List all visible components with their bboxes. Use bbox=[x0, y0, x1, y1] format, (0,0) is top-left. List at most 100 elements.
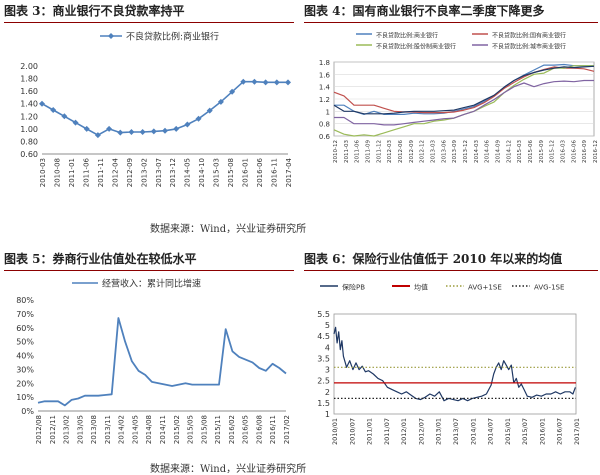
figure-6-rule bbox=[304, 270, 598, 271]
chart-figure-6: 1 1.5 2 2.5 3 3.5 4 4.5 5 5.5 2010/01 2010/07 2011/0… bbox=[317, 283, 581, 446]
x-tick-label: 2016-09 bbox=[582, 140, 588, 163]
legend-label: 均值 bbox=[414, 283, 428, 292]
x-tick-label: 2015/11 bbox=[214, 415, 222, 444]
legend-label: 不良贷款比例:城市商业银行 bbox=[492, 43, 566, 51]
x-tick-label: 2013-09 bbox=[452, 140, 458, 163]
figure-5: 图表 5：券商行业估值处在较低水平 0% 10% 20% 30% 40% 50% 60% 70… bbox=[4, 248, 294, 458]
series-line-0 bbox=[333, 326, 576, 402]
x-tick-label: 2016/05 bbox=[242, 415, 250, 444]
figure-5-caption: 图表 5：券商行业估值处在较低水平 bbox=[4, 252, 197, 266]
x-tick-label: 2015/08 bbox=[200, 415, 208, 444]
x-tick-label: 2013/08 bbox=[90, 415, 98, 444]
x-tick-label: 2013-07 bbox=[155, 158, 163, 187]
x-tick-label: 2013/01 bbox=[435, 418, 443, 445]
x-tick-label: 2014-10 bbox=[198, 158, 206, 187]
figure-4-caption: 图表 4：国有商业银行不良率二季度下降更多 bbox=[304, 4, 545, 18]
y-tick-label: 1.40 bbox=[20, 100, 38, 109]
x-tick-label: 2014/11 bbox=[159, 415, 167, 444]
y-tick-label: 50% bbox=[16, 338, 34, 347]
x-tick-label: 2014/02 bbox=[118, 415, 126, 444]
x-tick-label: 2017-04 bbox=[285, 157, 293, 187]
legend-label: AVG+1SE bbox=[468, 284, 502, 292]
figure-4-rule bbox=[304, 22, 598, 23]
data-point bbox=[251, 78, 258, 85]
y-tick-label: 1.60 bbox=[20, 87, 38, 96]
data-point bbox=[285, 79, 291, 86]
series-line-3 bbox=[334, 79, 594, 126]
x-tick-label: 2011/07 bbox=[383, 418, 391, 445]
x-tick-label: 2014-06 bbox=[485, 140, 491, 163]
x-tick-label: 2011-09 bbox=[366, 140, 372, 163]
x-tick-label: 2013-12 bbox=[169, 158, 177, 187]
x-tick-label: 2014-05 bbox=[184, 158, 192, 187]
y-tick-label: 1.20 bbox=[20, 112, 38, 121]
y-tick-label: 1.80 bbox=[20, 75, 38, 84]
y-tick-label: 20% bbox=[16, 379, 34, 388]
x-tick-label: 2011-06 bbox=[82, 157, 90, 187]
x-tick-label: 2014/01 bbox=[469, 418, 477, 445]
x-tick-label: 2011-12 bbox=[376, 140, 382, 163]
y-tick-label: 80% bbox=[16, 296, 34, 305]
x-tick-label: 2010-08 bbox=[53, 158, 61, 187]
legend-label: 不良贷款比例:国有商业银行 bbox=[492, 32, 566, 40]
legend-label: 不良贷款比例:股份制商业银行 bbox=[376, 43, 456, 51]
x-tick-label: 2013/02 bbox=[63, 415, 71, 444]
x-tick-label: 2015-09 bbox=[539, 140, 545, 163]
data-point bbox=[262, 79, 269, 86]
y-tick-label: 60% bbox=[16, 324, 34, 333]
legend-label: 不良贷款比例:商业银行 bbox=[376, 32, 438, 40]
x-tick-label: 2014-12 bbox=[506, 140, 512, 163]
x-tick-label: 2016/11 bbox=[269, 415, 277, 444]
x-tick-label: 2010/01 bbox=[331, 418, 339, 445]
x-tick-label: 2012-09 bbox=[126, 158, 134, 187]
y-tick-label: 2 bbox=[325, 388, 330, 397]
x-tick-label: 2013/05 bbox=[76, 415, 84, 444]
data-point bbox=[240, 78, 247, 85]
legend-label: 保险PB bbox=[342, 283, 365, 292]
x-tick-label: 2013-06 bbox=[441, 140, 447, 163]
x-tick-label: 2013/11 bbox=[104, 415, 112, 444]
legend-label: AVG-1SE bbox=[534, 284, 564, 292]
data-point bbox=[150, 128, 157, 135]
figure-4: 图表 4：国有商业银行不良率二季度下降更多 0.6 0.8 1 1.2 1.4 1.6 1.… bbox=[304, 0, 598, 215]
x-tick-label: 2012-06 bbox=[398, 140, 404, 163]
chart-figure-3: 0.60 0.80 1.00 1.20 1.40 1.60 1.80 2.00 2010-03 2… bbox=[20, 31, 293, 188]
x-tick-label: 2016/02 bbox=[228, 415, 236, 444]
data-point bbox=[128, 129, 135, 135]
data-point bbox=[61, 113, 68, 120]
series-line-0 bbox=[334, 63, 594, 116]
y-tick-label: 70% bbox=[16, 310, 34, 319]
x-tick-label: 2015-08 bbox=[227, 158, 235, 187]
x-tick-label: 2014/08 bbox=[145, 415, 153, 444]
y-tick-label: 2.00 bbox=[20, 62, 38, 71]
x-tick-label: 2012-09 bbox=[409, 140, 415, 163]
data-point bbox=[72, 119, 79, 126]
x-tick-label: 2012/01 bbox=[400, 418, 408, 445]
series-line-4 bbox=[333, 65, 595, 115]
legend-label: 经营收入：累计同比增速 bbox=[102, 278, 201, 290]
data-point bbox=[106, 125, 113, 132]
series-line-1 bbox=[333, 66, 595, 114]
x-tick-label: 2010/07 bbox=[348, 418, 356, 445]
x-tick-label: 2014-09 bbox=[496, 140, 502, 163]
data-point bbox=[173, 125, 180, 132]
figure-3-rule bbox=[4, 22, 294, 23]
x-tick-label: 2011-01 bbox=[68, 158, 76, 187]
legend-marker bbox=[108, 33, 114, 39]
x-tick-label: 2013-02 bbox=[140, 158, 148, 187]
x-tick-label: 2016/08 bbox=[255, 415, 263, 444]
data-point bbox=[195, 115, 202, 122]
data-point bbox=[117, 129, 124, 136]
data-point bbox=[39, 100, 45, 107]
x-tick-label: 2015-03 bbox=[213, 158, 221, 187]
x-tick-label: 2014/05 bbox=[131, 415, 139, 444]
y-tick-label: 0.80 bbox=[20, 137, 38, 146]
x-tick-label: 2011-03 bbox=[344, 140, 350, 163]
y-tick-label: 1.8 bbox=[319, 59, 330, 67]
data-point bbox=[139, 129, 146, 135]
data-point bbox=[94, 132, 101, 139]
data-point bbox=[162, 127, 168, 134]
y-tick-label: 3 bbox=[325, 366, 330, 375]
x-tick-label: 2016-03 bbox=[561, 140, 567, 163]
data-point bbox=[83, 125, 90, 132]
